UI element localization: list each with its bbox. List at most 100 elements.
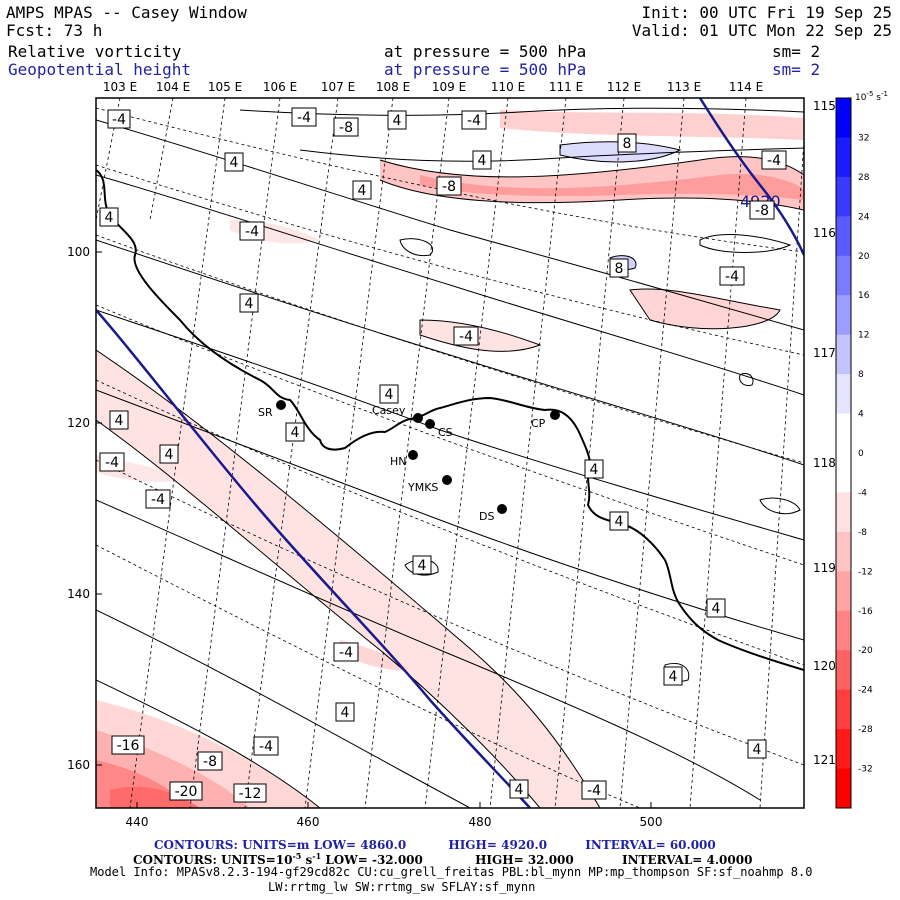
colorbar-swatch [836, 374, 851, 415]
colorbar-tick-label: -16 [858, 607, 873, 617]
svg-text:4: 4 [291, 425, 300, 441]
contour-label: 4 [387, 110, 407, 130]
svg-text:4: 4 [615, 514, 624, 530]
svg-text:4: 4 [515, 782, 524, 798]
svg-text:-4: -4 [767, 153, 781, 169]
top-lon-label: 103 E [103, 80, 137, 94]
colorbar-swatch [836, 255, 851, 296]
svg-text:4: 4 [341, 705, 350, 721]
svg-text:4: 4 [385, 387, 394, 403]
contour-label: -4 [581, 780, 607, 800]
height-contour-info: CONTOURS: UNITS=m LOW= 4860.0 HIGH= 4920… [154, 838, 716, 852]
svg-text:-8: -8 [755, 203, 769, 219]
top-lon-label: 111 E [549, 80, 583, 94]
contour-label: -4 [333, 642, 359, 662]
svg-text:4: 4 [358, 183, 367, 199]
contour-label: 4 [472, 150, 492, 170]
colorbar-swatch [836, 650, 851, 691]
station-marker [276, 400, 286, 410]
x-tick-label: 460 [297, 815, 320, 829]
map-frame [95, 97, 805, 809]
contour-label: 4 [224, 152, 244, 172]
contour-label: -16 [111, 735, 145, 755]
svg-text:-8: -8 [203, 754, 217, 770]
colorbar-tick-label: -32 [858, 765, 873, 775]
colorbar-tick-label: 4 [858, 410, 864, 420]
station-label: YMKS [407, 481, 438, 494]
station-label: Casey [372, 404, 406, 417]
station-marker [550, 410, 560, 420]
station-marker [408, 450, 418, 460]
contour-label: 4 [706, 598, 726, 618]
contour-label: 4 [285, 422, 305, 442]
top-lon-label: 113 E [667, 80, 701, 94]
colorbar-tick-label: 20 [858, 252, 870, 262]
svg-text:-20: -20 [175, 784, 198, 800]
contour-label: 4 [99, 207, 119, 227]
station-label: SR [258, 406, 273, 419]
colorbar-tick-label: 0 [858, 449, 864, 459]
field2-name: Geopotential height [8, 60, 192, 79]
plot-title: AMPS MPAS -- Casey Window [6, 3, 247, 22]
colorbar-tick-label: 16 [858, 291, 870, 301]
colorbar-tick-label: -8 [858, 528, 867, 538]
station-marker [413, 413, 423, 423]
svg-text:4: 4 [418, 558, 427, 574]
svg-text:8: 8 [615, 261, 624, 277]
contour-label: -4 [291, 107, 317, 127]
contour-label: -8 [436, 176, 462, 196]
contour-label: -8 [749, 200, 775, 220]
svg-text:4: 4 [165, 447, 174, 463]
contour-label: -12 [233, 783, 267, 803]
station-label: HN [390, 455, 407, 468]
colorbar-tick-label: 8 [858, 370, 864, 380]
station-marker [497, 504, 507, 514]
contour-label: 4 [584, 459, 604, 479]
svg-text:4: 4 [115, 413, 124, 429]
colorbar-swatch [836, 689, 851, 730]
svg-text:4: 4 [105, 210, 114, 226]
top-lon-label: 108 E [376, 80, 410, 94]
y-tick-label: 140 [67, 587, 90, 601]
contour-label: 4 [335, 702, 355, 722]
station-label: CP [531, 417, 546, 430]
contour-label: -4 [0, 0, 101, 453]
colorbar-swatch [836, 295, 851, 336]
colorbar-tick-label: 24 [858, 212, 870, 222]
colorbar-swatch [836, 571, 851, 612]
svg-text:4: 4 [478, 153, 487, 169]
x-tick-label: 480 [469, 815, 492, 829]
colorbar-swatch [836, 216, 851, 257]
contour-label: -4 [239, 221, 265, 241]
field1-name: Relative vorticity [8, 42, 182, 61]
svg-text:8: 8 [623, 136, 632, 152]
colorbar-swatch [836, 334, 851, 375]
field2-level: at pressure = 500 hPa [384, 60, 587, 79]
init-time: Init: 00 UTC Fri 19 Sep 25 [641, 3, 892, 22]
svg-text:4: 4 [230, 155, 239, 171]
contour-label: 4 [412, 555, 432, 575]
field1-smoothing: sm= 2 [772, 42, 821, 61]
svg-text:4: 4 [753, 742, 762, 758]
contour-label: -4 [719, 266, 745, 286]
contour-label: -20 [169, 781, 203, 801]
contour-label: -4 [99, 452, 125, 472]
contour-label: -4 [461, 110, 487, 130]
height-contour [96, 309, 531, 808]
colorbar-frame [835, 97, 852, 809]
contour-label: 4 [352, 180, 372, 200]
station-marker [425, 419, 435, 429]
colorbar-tick-label: -28 [858, 725, 873, 735]
top-lon-label: 112 E [607, 80, 641, 94]
colorbar-unit: 10-5 s-1 [855, 90, 888, 103]
svg-text:-4: -4 [587, 783, 601, 799]
contour-label: 8 [609, 258, 629, 278]
top-lon-label: 106 E [263, 80, 297, 94]
svg-text:-4: -4 [151, 492, 165, 508]
top-lon-label: 107 E [321, 80, 355, 94]
svg-text:4: 4 [712, 601, 721, 617]
colorbar-tick-label: 28 [858, 173, 870, 183]
svg-text:-12: -12 [239, 786, 262, 802]
top-lon-label: 109 E [432, 80, 466, 94]
